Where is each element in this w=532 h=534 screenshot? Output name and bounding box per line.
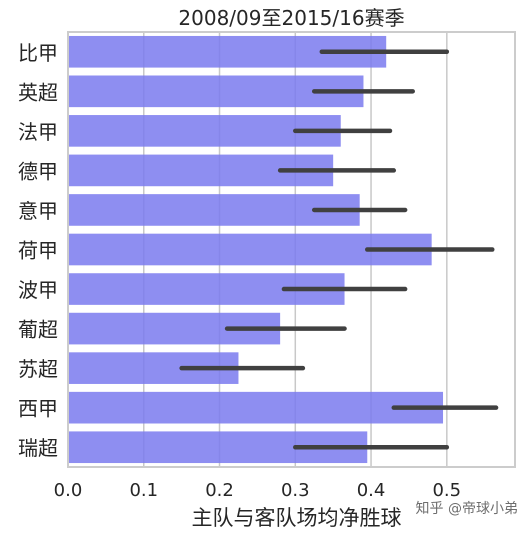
watermark: 知乎 @帝球小弟 (415, 501, 518, 517)
x-axis-label: 主队与客队场均净胜球 (192, 506, 402, 530)
chart-title: 2008/09至2015/16赛季 (178, 6, 404, 30)
y-tick-label: 荷甲 (18, 239, 58, 263)
x-tick-labels: 0.0 0.1 0.2 0.3 0.4 0.5 (54, 480, 461, 501)
x-tick-label: 0.3 (281, 480, 310, 501)
x-tick-label: 0.0 (54, 480, 83, 501)
y-tick-label: 西甲 (18, 397, 58, 421)
y-tick-label: 瑞超 (18, 436, 58, 460)
y-tick-label: 意甲 (18, 199, 58, 223)
bar (68, 194, 360, 226)
y-tick-label: 波甲 (18, 278, 58, 302)
y-tick-label: 德甲 (18, 159, 58, 183)
error-bars (179, 49, 499, 450)
y-tick-label: 苏超 (18, 357, 58, 381)
plot-frame (67, 31, 516, 468)
y-tick-label: 英超 (18, 80, 58, 104)
y-tick-label: 法甲 (18, 120, 58, 144)
y-tick-label: 葡超 (18, 318, 58, 342)
bar (68, 391, 444, 424)
x-tick-label: 0.2 (205, 480, 234, 501)
x-tick-label: 0.4 (357, 480, 386, 501)
y-tick-label: 比甲 (18, 41, 58, 65)
x-tick-label: 0.5 (432, 480, 461, 501)
x-tick-label: 0.1 (129, 480, 158, 501)
